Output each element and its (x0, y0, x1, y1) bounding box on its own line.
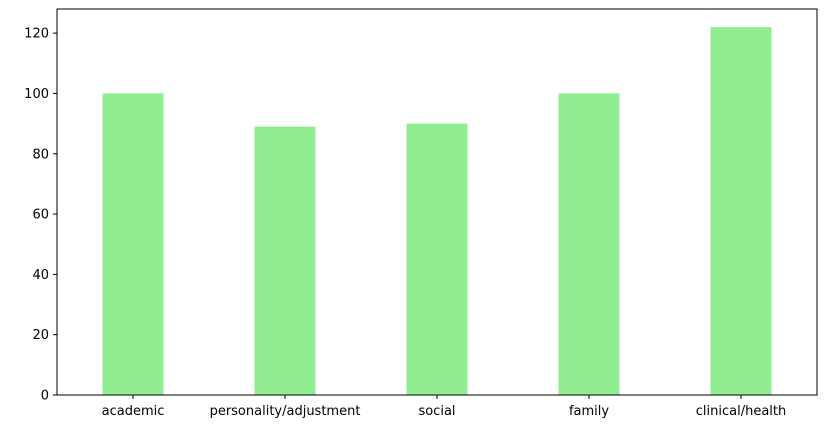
y-tick-label: 40 (32, 268, 49, 283)
plot-frame (56, 8, 818, 396)
y-tick-label: 120 (24, 27, 49, 42)
x-tick-label: family (569, 404, 609, 419)
x-tick-label: clinical/health (696, 404, 786, 419)
bar-3 (558, 93, 620, 395)
bar-4 (710, 27, 772, 395)
bar-1 (254, 126, 316, 395)
y-tick-label: 20 (32, 328, 49, 343)
x-axis: academic personality/adjustment social fami… (102, 395, 786, 419)
bar-0 (102, 93, 164, 395)
x-tick-label: social (418, 404, 455, 419)
y-tick-label: 0 (41, 389, 49, 404)
x-tick-label: personality/adjustment (210, 404, 361, 419)
y-tick-label: 80 (32, 147, 49, 162)
bar-series (102, 27, 772, 395)
bar-2 (406, 123, 468, 395)
y-tick-label: 100 (24, 87, 49, 102)
y-axis: 0 20 40 60 80 100 120 (24, 27, 57, 404)
x-tick-label: academic (102, 404, 165, 419)
y-tick-label: 60 (32, 208, 49, 223)
